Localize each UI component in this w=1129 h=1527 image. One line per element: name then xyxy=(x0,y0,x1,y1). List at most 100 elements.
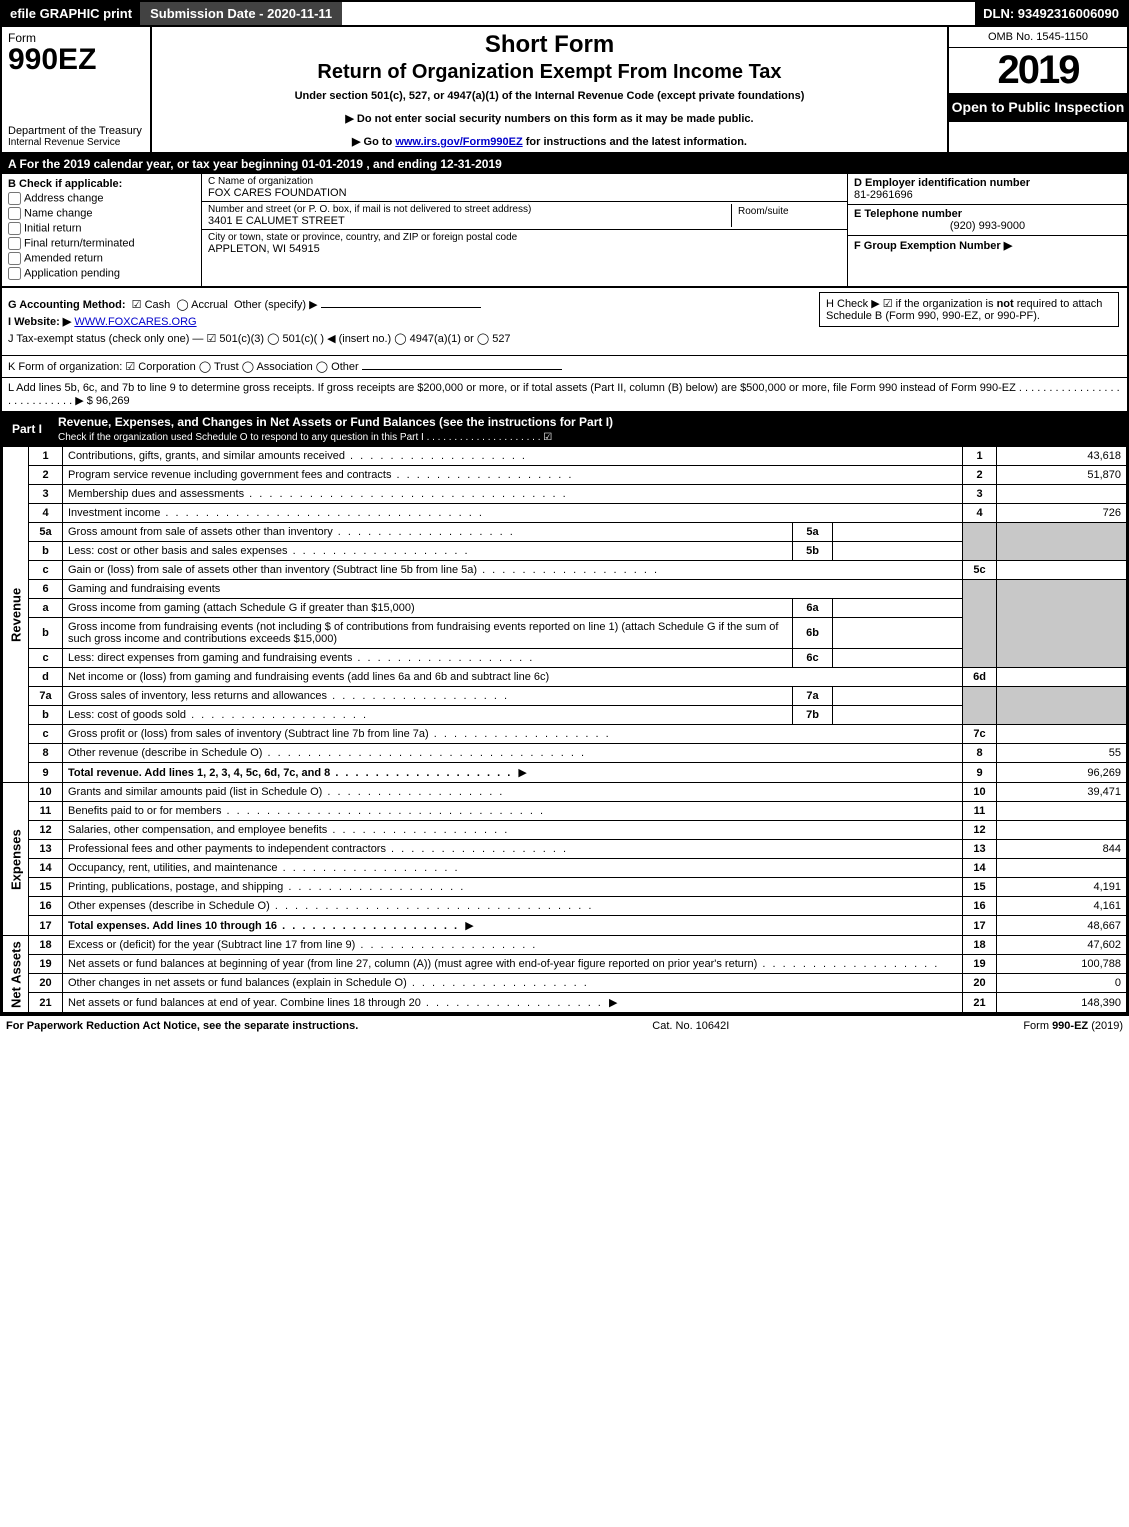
r5a-a xyxy=(833,523,963,542)
chk-initial-return[interactable]: Initial return xyxy=(8,222,195,235)
r7a-a xyxy=(833,687,963,706)
open-to-public: Open to Public Inspection xyxy=(949,93,1127,122)
row-20: 20 Other changes in net assets or fund b… xyxy=(3,974,1127,993)
e-tel-value: (920) 993-9000 xyxy=(854,220,1121,232)
r18-a: 47,602 xyxy=(997,936,1127,955)
row-6d: d Net income or (loss) from gaming and f… xyxy=(3,668,1127,687)
r11-a xyxy=(997,802,1127,821)
i-website-link[interactable]: WWW.FOXCARES.ORG xyxy=(74,316,196,328)
c-addr-label: Number and street (or P. O. box, if mail… xyxy=(208,204,731,215)
goto-link[interactable]: www.irs.gov/Form990EZ xyxy=(395,136,522,148)
r3-a xyxy=(997,485,1127,504)
r6-d: Gaming and fundraising events xyxy=(63,580,963,599)
line-a-period: A For the 2019 calendar year, or tax yea… xyxy=(2,154,1127,174)
r7-gray xyxy=(963,687,997,725)
g-accrual: Accrual xyxy=(191,299,228,311)
b-label: B Check if applicable: xyxy=(8,178,195,190)
r3-d: Membership dues and assessments xyxy=(63,485,963,504)
r8-c: 8 xyxy=(963,744,997,763)
title-short-form: Short Form xyxy=(158,31,941,59)
row-6: 6 Gaming and fundraising events xyxy=(3,580,1127,599)
efile-print-button[interactable]: efile GRAPHIC print xyxy=(2,2,140,25)
r7c-d: Gross profit or (loss) from sales of inv… xyxy=(63,725,963,744)
chk-address-change[interactable]: Address change xyxy=(8,192,195,205)
r6d-n: d xyxy=(29,668,63,687)
r14-n: 14 xyxy=(29,859,63,878)
row-7b: b Less: cost of goods sold 7b xyxy=(3,706,1127,725)
r1-n: 1 xyxy=(29,447,63,466)
r16-n: 16 xyxy=(29,897,63,916)
r14-a xyxy=(997,859,1127,878)
r14-c: 14 xyxy=(963,859,997,878)
col-def: D Employer identification number 81-2961… xyxy=(847,174,1127,286)
col-b-checkboxes: B Check if applicable: Address change Na… xyxy=(2,174,202,286)
lines-table: Revenue 1 Contributions, gifts, grants, … xyxy=(2,446,1127,1013)
r6d-d: Net income or (loss) from gaming and fun… xyxy=(63,668,963,687)
f-grp-label: F Group Exemption Number ▶ xyxy=(854,240,1012,252)
f-group-exemption: F Group Exemption Number ▶ xyxy=(848,236,1127,286)
row-7a: 7a Gross sales of inventory, less return… xyxy=(3,687,1127,706)
c-addr-value: 3401 E CALUMET STREET xyxy=(208,215,731,227)
row-11: 11 Benefits paid to or for members 11 xyxy=(3,802,1127,821)
r10-n: 10 xyxy=(29,783,63,802)
r3-c: 3 xyxy=(963,485,997,504)
r5c-c: 5c xyxy=(963,561,997,580)
r7b-n: b xyxy=(29,706,63,725)
r21-c: 21 xyxy=(963,993,997,1013)
r11-c: 11 xyxy=(963,802,997,821)
agency: Internal Revenue Service xyxy=(8,137,144,148)
chk-application-pending[interactable]: Application pending xyxy=(8,267,195,280)
chk-final-return[interactable]: Final return/terminated xyxy=(8,237,195,250)
r13-c: 13 xyxy=(963,840,997,859)
r15-n: 15 xyxy=(29,878,63,897)
c-name-value: FOX CARES FOUNDATION xyxy=(208,187,841,199)
r15-c: 15 xyxy=(963,878,997,897)
c-city-label: City or town, state or province, country… xyxy=(208,232,841,243)
r16-a: 4,161 xyxy=(997,897,1127,916)
r5a-s: 5a xyxy=(793,523,833,542)
r2-a: 51,870 xyxy=(997,466,1127,485)
footer-formref: Form 990-EZ (2019) xyxy=(1023,1020,1123,1032)
r7b-s: 7b xyxy=(793,706,833,725)
r7b-d: Less: cost of goods sold xyxy=(63,706,793,725)
entity-block: B Check if applicable: Address change Na… xyxy=(2,174,1127,288)
row-5b: b Less: cost or other basis and sales ex… xyxy=(3,542,1127,561)
header-right: OMB No. 1545-1150 2019 Open to Public In… xyxy=(947,27,1127,152)
row-9: 9 Total revenue. Add lines 1, 2, 3, 4, 5… xyxy=(3,763,1127,783)
r5-gray xyxy=(963,523,997,561)
r5a-n: 5a xyxy=(29,523,63,542)
chk-name-change[interactable]: Name change xyxy=(8,207,195,220)
page-footer: For Paperwork Reduction Act Notice, see … xyxy=(0,1015,1129,1036)
row-10: Expenses 10 Grants and similar amounts p… xyxy=(3,783,1127,802)
row-6c: c Less: direct expenses from gaming and … xyxy=(3,649,1127,668)
r10-a: 39,471 xyxy=(997,783,1127,802)
r4-d: Investment income xyxy=(63,504,963,523)
r7a-n: 7a xyxy=(29,687,63,706)
r19-a: 100,788 xyxy=(997,955,1127,974)
c-city-value: APPLETON, WI 54915 xyxy=(208,243,841,255)
r13-d: Professional fees and other payments to … xyxy=(63,840,963,859)
d-ein: D Employer identification number 81-2961… xyxy=(848,174,1127,205)
r6c-s: 6c xyxy=(793,649,833,668)
r6a-a xyxy=(833,599,963,618)
subtitle-under: Under section 501(c), 527, or 4947(a)(1)… xyxy=(158,90,941,102)
r10-c: 10 xyxy=(963,783,997,802)
i-label: I Website: ▶ xyxy=(8,316,71,328)
r6-n: 6 xyxy=(29,580,63,599)
c-room-label: Room/suite xyxy=(738,206,835,217)
section-net-assets: Net Assets xyxy=(3,936,29,1013)
r4-c: 4 xyxy=(963,504,997,523)
row-6b: b Gross income from fundraising events (… xyxy=(3,618,1127,649)
g-acc-label: G Accounting Method: xyxy=(8,299,126,311)
col-c-org: C Name of organization FOX CARES FOUNDAT… xyxy=(202,174,847,286)
c-room: Room/suite xyxy=(731,204,841,227)
k-form-of-org: K Form of organization: ☑ Corporation ◯ … xyxy=(2,356,1127,378)
r6b-n: b xyxy=(29,618,63,649)
r17-a: 48,667 xyxy=(997,916,1127,936)
r6b-s: 6b xyxy=(793,618,833,649)
j-tax-exempt: J Tax-exempt status (check only one) — ☑… xyxy=(8,332,1121,345)
chk-amended-return[interactable]: Amended return xyxy=(8,252,195,265)
row-18: Net Assets 18 Excess or (deficit) for th… xyxy=(3,936,1127,955)
r6a-d: Gross income from gaming (attach Schedul… xyxy=(63,599,793,618)
r7a-d: Gross sales of inventory, less returns a… xyxy=(63,687,793,706)
